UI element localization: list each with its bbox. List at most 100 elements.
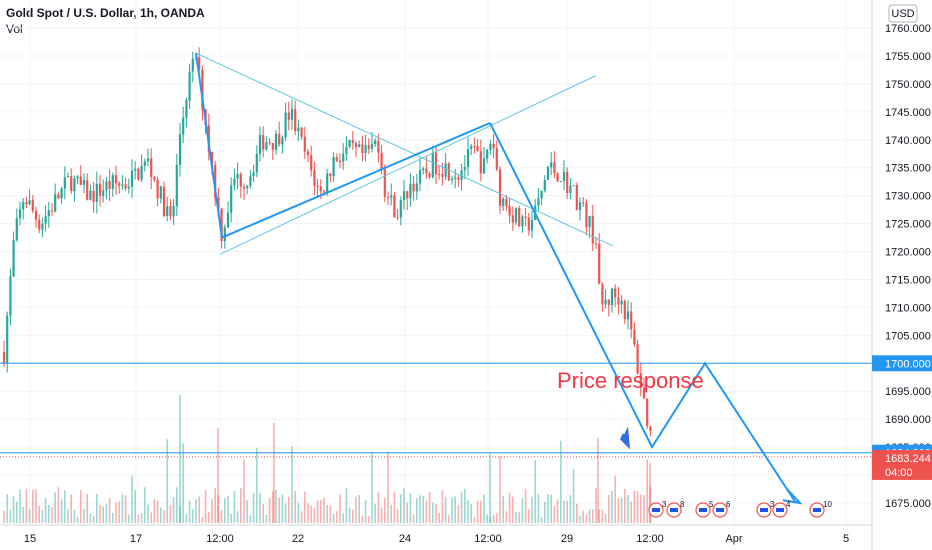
volume-bar bbox=[620, 497, 623, 523]
candle-body bbox=[262, 135, 265, 150]
candle-body bbox=[559, 181, 562, 183]
volume-bar bbox=[489, 453, 491, 523]
event-flag-icon bbox=[652, 508, 660, 512]
candle-body bbox=[578, 202, 582, 210]
volume-bar bbox=[387, 451, 389, 523]
volume-bar bbox=[137, 514, 140, 523]
candle-body bbox=[284, 112, 287, 138]
volume-bar bbox=[560, 440, 562, 523]
impulse-line bbox=[195, 53, 223, 238]
volume-bar bbox=[416, 498, 418, 523]
candle-body bbox=[252, 172, 255, 177]
candle-body bbox=[364, 145, 367, 154]
volume-bar bbox=[649, 463, 651, 523]
price-tick-label: 1755.000 bbox=[885, 51, 931, 63]
candle-body bbox=[402, 191, 406, 201]
volume-bar bbox=[451, 497, 453, 523]
volume-bar bbox=[179, 506, 181, 523]
volume-bar bbox=[67, 509, 69, 523]
volume-bar bbox=[76, 516, 79, 523]
candle-body bbox=[127, 186, 130, 189]
volume-bar bbox=[326, 505, 328, 523]
volume-bar bbox=[86, 493, 88, 523]
volume-bar bbox=[83, 509, 85, 523]
volume-bar bbox=[515, 512, 517, 523]
candle-body bbox=[166, 206, 169, 216]
candle-body bbox=[454, 177, 457, 180]
time-tick-label: 12:00 bbox=[636, 533, 664, 545]
volume-bar bbox=[80, 489, 82, 523]
candle-body bbox=[287, 112, 290, 120]
price-axis: USD1675.0001680.0001685.0001690.0001695.… bbox=[871, 0, 932, 550]
time-tick-label: 5 bbox=[843, 533, 849, 545]
price-tick-label: 1675.000 bbox=[885, 498, 931, 510]
candle-body bbox=[34, 210, 38, 220]
candle-body bbox=[610, 288, 614, 306]
candle-body bbox=[377, 140, 380, 153]
candle-body bbox=[82, 180, 86, 185]
candle-body bbox=[639, 373, 642, 388]
volume-bar bbox=[403, 488, 405, 523]
volume-bar bbox=[268, 497, 271, 523]
candle-body bbox=[140, 165, 143, 180]
candle-body bbox=[428, 173, 431, 178]
candle-body bbox=[406, 191, 409, 199]
volume-bar bbox=[483, 494, 485, 523]
candle-body bbox=[31, 200, 34, 211]
volume-bar bbox=[179, 395, 181, 523]
event-count: 5 bbox=[709, 500, 714, 509]
candle-body bbox=[489, 143, 492, 150]
candle-body bbox=[582, 202, 585, 204]
candle-body bbox=[614, 288, 617, 298]
volume-bar bbox=[489, 516, 492, 523]
candle-body bbox=[175, 164, 178, 206]
volume-bar bbox=[377, 491, 380, 523]
candle-body bbox=[95, 183, 98, 202]
volume-bar bbox=[70, 494, 72, 523]
candle-body bbox=[553, 162, 556, 174]
candle-body bbox=[342, 153, 345, 162]
candle-body bbox=[233, 178, 236, 186]
candle-body bbox=[50, 210, 54, 212]
volume-bar bbox=[188, 500, 191, 523]
candle-body bbox=[604, 299, 607, 305]
time-tick-label: 24 bbox=[399, 533, 411, 545]
volume-bar bbox=[41, 510, 44, 523]
candle-body bbox=[274, 133, 278, 150]
volume-bar bbox=[595, 488, 597, 523]
event-flag-icon bbox=[716, 508, 724, 512]
volume-bar bbox=[627, 494, 629, 523]
volume-bar bbox=[384, 497, 386, 523]
candle-body bbox=[415, 183, 418, 192]
candle-body bbox=[281, 137, 284, 145]
candle-body bbox=[348, 140, 351, 148]
candle-body bbox=[566, 171, 569, 194]
candle-body bbox=[300, 127, 303, 137]
volume-bar bbox=[307, 503, 309, 523]
volume-bar bbox=[582, 510, 584, 523]
volume-bar bbox=[12, 496, 15, 523]
price-tick-label: 1740.000 bbox=[885, 135, 931, 147]
volume-bar bbox=[54, 492, 56, 523]
candle-body bbox=[162, 186, 166, 216]
volume-bar bbox=[444, 496, 447, 523]
volume-bar bbox=[236, 511, 239, 523]
volume-bar bbox=[441, 490, 444, 523]
volume-bar bbox=[476, 500, 479, 523]
candle-body bbox=[73, 178, 76, 192]
candle-body bbox=[386, 196, 390, 198]
candle-body bbox=[470, 146, 473, 150]
volume-bar bbox=[502, 495, 504, 523]
volume-bar bbox=[323, 497, 325, 523]
volume-bar bbox=[380, 507, 383, 523]
candle-body bbox=[511, 215, 514, 223]
volume-bar bbox=[355, 496, 357, 523]
level-badge bbox=[872, 355, 932, 372]
volume-bar bbox=[438, 513, 440, 523]
candle-body bbox=[441, 174, 444, 177]
volume-bar bbox=[646, 459, 648, 523]
volume-bar bbox=[214, 488, 216, 523]
candle-body bbox=[41, 223, 44, 230]
volume-bar bbox=[246, 500, 248, 523]
